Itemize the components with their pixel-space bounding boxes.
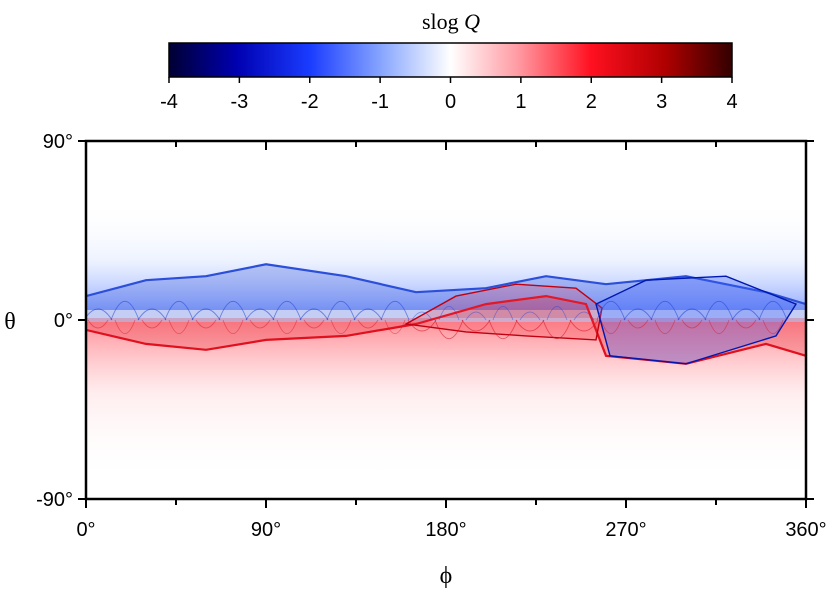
southern-haze bbox=[86, 322, 806, 482]
heatmap-field bbox=[86, 200, 806, 482]
filament-arc bbox=[137, 308, 167, 321]
filament-arc bbox=[326, 300, 356, 321]
filament-arc bbox=[704, 300, 734, 321]
filament-arc bbox=[114, 319, 136, 334]
filament-arc bbox=[677, 308, 707, 321]
x-tick-label: 90° bbox=[251, 519, 281, 541]
colorbar-tick-label: -1 bbox=[371, 91, 389, 113]
colorbar-ticks: -4 -3 -2 -1 0 1 2 3 4 bbox=[160, 77, 738, 113]
filament-arc bbox=[380, 300, 410, 321]
axis-tick-labels: 0° 90° 180° 270° 360°90°0°-90° bbox=[36, 131, 827, 541]
x-axis-label: ϕ bbox=[440, 563, 453, 589]
filament-arc bbox=[434, 319, 464, 340]
colorbar-tick-label: -4 bbox=[160, 91, 178, 113]
positive-q-lobe bbox=[403, 283, 603, 341]
plot-area: 0° 90° 180° 270° 360°90°0°-90° ϕ θ bbox=[4, 131, 826, 589]
x-tick-label: 360° bbox=[785, 519, 826, 541]
filament-arc bbox=[353, 308, 383, 321]
filament-arc bbox=[245, 308, 275, 321]
filament-arc bbox=[627, 319, 649, 329]
filament-arc bbox=[735, 319, 757, 329]
filament-arc bbox=[569, 319, 599, 332]
y-tick-label: -90° bbox=[36, 489, 73, 511]
filament-arc bbox=[87, 319, 109, 329]
filament-arc bbox=[249, 319, 271, 329]
filament-arc bbox=[276, 319, 298, 334]
filament-arc bbox=[542, 319, 572, 340]
colorbar-tick-label: -2 bbox=[301, 91, 319, 113]
filament-arc bbox=[492, 306, 514, 321]
filament-arc bbox=[465, 311, 487, 321]
filament-arc bbox=[141, 319, 163, 329]
colorbar-gradient bbox=[168, 42, 733, 78]
filament-arc bbox=[222, 319, 244, 334]
northern-haze bbox=[86, 200, 806, 310]
filament-arc bbox=[218, 300, 248, 321]
filament-arc bbox=[546, 306, 568, 321]
filament-arc bbox=[357, 319, 379, 329]
filament-arc bbox=[461, 319, 491, 332]
filament-arc bbox=[191, 308, 221, 321]
filament-arc bbox=[303, 319, 325, 329]
colorbar-tick-label: 4 bbox=[726, 91, 737, 113]
x-tick-label: 180° bbox=[425, 519, 466, 541]
filament-arc bbox=[330, 319, 352, 334]
filament-arc bbox=[195, 319, 217, 329]
colorbar-title-var: Q bbox=[464, 9, 480, 34]
filament-arc bbox=[168, 319, 190, 334]
filament-arc bbox=[299, 308, 329, 321]
filament-arc bbox=[110, 300, 140, 321]
negative-q-lobe bbox=[595, 275, 798, 365]
filament-arc bbox=[384, 319, 406, 334]
positive-q-region bbox=[86, 296, 806, 364]
y-tick-label: 0° bbox=[54, 310, 73, 332]
filament-arc bbox=[623, 308, 653, 321]
filament-arc bbox=[488, 319, 518, 340]
negative-q-region bbox=[86, 264, 806, 322]
filament-arc bbox=[164, 300, 194, 321]
filament-arc bbox=[762, 319, 784, 334]
filament-arc bbox=[600, 319, 622, 334]
filament-arc bbox=[731, 308, 761, 321]
filament-arc bbox=[411, 311, 433, 321]
filament-arc bbox=[596, 300, 626, 321]
colorbar-tick-label: 1 bbox=[515, 91, 526, 113]
filament-arc bbox=[758, 300, 788, 321]
axis-ticks bbox=[78, 140, 814, 508]
filament-arc bbox=[407, 319, 437, 332]
filament-arc bbox=[573, 311, 595, 321]
colorbar-title: slog Q bbox=[422, 9, 480, 34]
filament-arc bbox=[681, 319, 703, 329]
x-tick-label: 0° bbox=[76, 519, 95, 541]
x-tick-label: 270° bbox=[605, 519, 646, 541]
filament-arc bbox=[272, 300, 302, 321]
filament-arc bbox=[650, 300, 680, 321]
colorbar-title-prefix: slog bbox=[422, 9, 459, 34]
filaments bbox=[86, 300, 788, 340]
separatrix-bands bbox=[86, 263, 806, 365]
colorbar-tick-label: 0 bbox=[445, 91, 456, 113]
colorbar-tick-label: 3 bbox=[656, 91, 667, 113]
filament-arc bbox=[515, 319, 545, 332]
colorbar: slog Q -4 -3 -2 -1 0 1 2 3 4 bbox=[160, 9, 737, 113]
colorbar-tick-label: 2 bbox=[586, 91, 597, 113]
y-axis-label: θ bbox=[4, 309, 16, 335]
colorbar-tick-label: -3 bbox=[230, 91, 248, 113]
filament-arc bbox=[708, 319, 730, 334]
filament-arc bbox=[519, 311, 541, 321]
filament-arc bbox=[654, 319, 676, 334]
y-tick-label: 90° bbox=[43, 131, 73, 153]
filament-arc bbox=[438, 306, 460, 321]
negative-q-boundary bbox=[86, 263, 806, 306]
